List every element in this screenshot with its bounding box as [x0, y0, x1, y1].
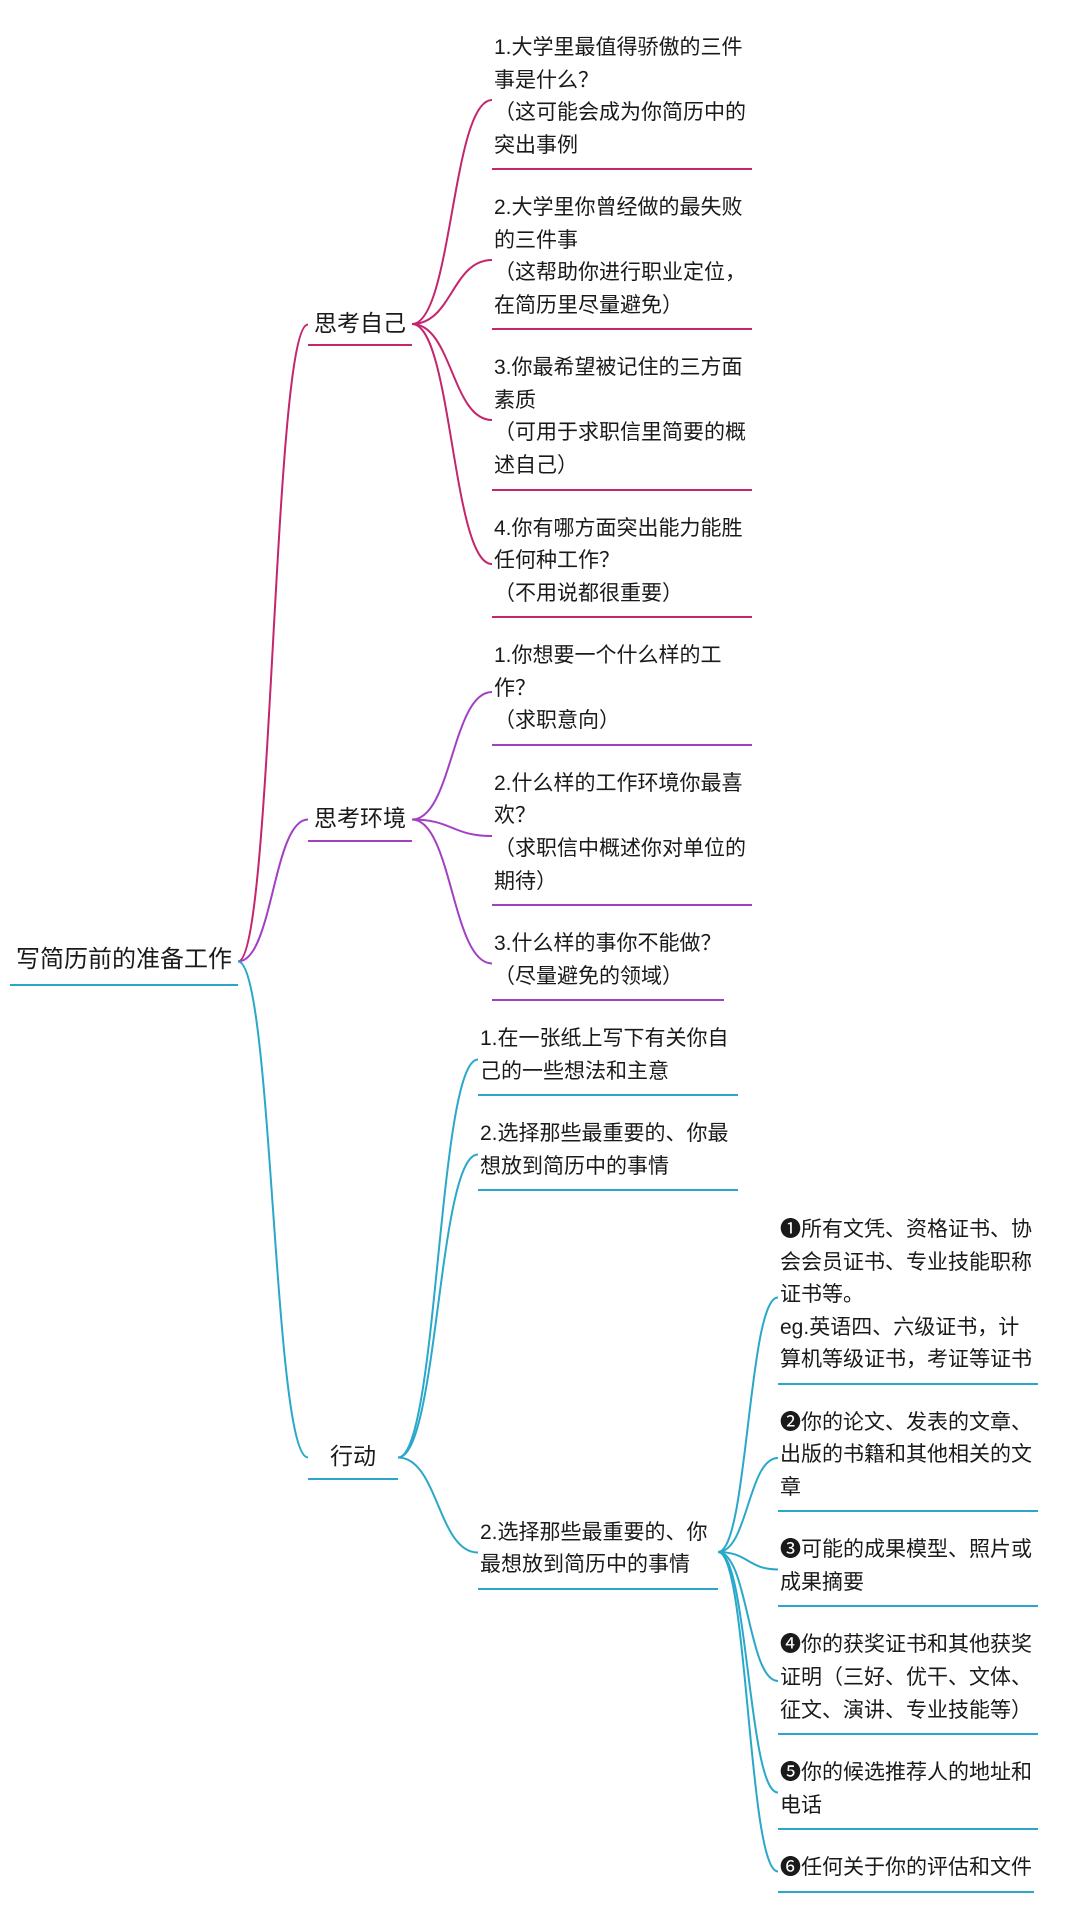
child-row: 1.在一张纸上写下有关你自己的一些想法和主意: [478, 1011, 1038, 1106]
leaf-node: 2.大学里你曾经做的最失败的三件事 （这帮助你进行职业定位，在简历里尽量避免）: [492, 190, 752, 330]
children-column: 1.在一张纸上写下有关你自己的一些想法和主意 2.选择那些最重要的、你最想放到简历…: [478, 1011, 1038, 1903]
leaf-node: 3.你最希望被记住的三方面素质 （可用于求职信里简要的概述自己）: [492, 350, 752, 490]
root-connector: [238, 20, 308, 1903]
child-row: 2.什么样的工作环境你最喜欢？ （求职信中概述你对单位的期待）: [492, 756, 752, 916]
child-row: 2.选择那些最重要的、你最想放到简历中的事情: [478, 1106, 1038, 1201]
branch-label: 行动: [308, 1435, 398, 1480]
leaf-node: 1.在一张纸上写下有关你自己的一些想法和主意: [478, 1021, 738, 1096]
child-row: ❸可能的成果模型、照片或成果摘要: [778, 1522, 1038, 1617]
root-label: 写简历前的准备工作: [10, 938, 238, 986]
child-row: ❺你的候选推荐人的地址和电话: [778, 1745, 1038, 1840]
leaf-node: ❷你的论文、发表的文章、出版的书籍和其他相关的文章: [778, 1405, 1038, 1513]
leaf-node: ❻任何关于你的评估和文件: [778, 1850, 1034, 1893]
child-row: ❻任何关于你的评估和文件: [778, 1840, 1038, 1903]
child-row: ❹你的获奖证书和其他获奖证明（三好、优干、文体、征文、演讲、专业技能等）: [778, 1617, 1038, 1745]
leaf-node: 2.什么样的工作环境你最喜欢？ （求职信中概述你对单位的期待）: [492, 766, 752, 906]
child-row: 3.什么样的事你不能做？ （尽量避免的领域）: [492, 916, 752, 1011]
branch-label: 思考自己: [308, 302, 412, 347]
leaf-node: 4.你有哪方面突出能力能胜任何种工作？ （不用说都很重要）: [492, 511, 752, 619]
branch-row: 思考环境 1.你想要一个什么样的工作？ （求职意向） 2.什么样的工作环境你最喜欢？…: [308, 628, 1038, 1011]
leaf-node: ❺你的候选推荐人的地址和电话: [778, 1755, 1038, 1830]
children-column: ❶所有文凭、资格证书、协会会员证书、专业技能职称证书等。 eg.英语四、六级证书…: [778, 1202, 1038, 1903]
leaf-node: ❹你的获奖证书和其他获奖证明（三好、优干、文体、征文、演讲、专业技能等）: [778, 1627, 1038, 1735]
child-row: 2.大学里你曾经做的最失败的三件事 （这帮助你进行职业定位，在简历里尽量避免）: [492, 180, 752, 340]
branches-column: 思考自己 1.大学里最值得骄傲的三件事是什么？ （这可能会成为你简历中的突出事例 2…: [308, 20, 1038, 1903]
children-column: 1.大学里最值得骄傲的三件事是什么？ （这可能会成为你简历中的突出事例 2.大学里…: [492, 20, 752, 628]
child-row: 1.你想要一个什么样的工作？ （求职意向）: [492, 628, 752, 756]
leaf-node: ❸可能的成果模型、照片或成果摘要: [778, 1532, 1038, 1607]
leaf-node: 2.选择那些最重要的、你最想放到简历中的事情: [478, 1515, 718, 1590]
children-column: 1.你想要一个什么样的工作？ （求职意向） 2.什么样的工作环境你最喜欢？ （求职…: [492, 628, 752, 1011]
leaf-node: 2.选择那些最重要的、你最想放到简历中的事情: [478, 1116, 738, 1191]
leaf-node: 3.什么样的事你不能做？ （尽量避免的领域）: [492, 926, 724, 1001]
leaf-node: ❶所有文凭、资格证书、协会会员证书、专业技能职称证书等。 eg.英语四、六级证书…: [778, 1212, 1038, 1385]
mindmap-root: 写简历前的准备工作 思考自己 1.大学里最值得骄傲的三件事是什么？ （这可能会成为你…: [10, 20, 1070, 1903]
child-row: 1.大学里最值得骄傲的三件事是什么？ （这可能会成为你简历中的突出事例: [492, 20, 752, 180]
child-row: 4.你有哪方面突出能力能胜任何种工作？ （不用说都很重要）: [492, 501, 752, 629]
leaf-node: 1.大学里最值得骄傲的三件事是什么？ （这可能会成为你简历中的突出事例: [492, 30, 752, 170]
branch-label: 思考环境: [308, 797, 412, 842]
child-row: ❷你的论文、发表的文章、出版的书籍和其他相关的文章: [778, 1395, 1038, 1523]
child-row: 3.你最希望被记住的三方面素质 （可用于求职信里简要的概述自己）: [492, 340, 752, 500]
child-row: 2.选择那些最重要的、你最想放到简历中的事情 ❶所有文凭、资格证书、协会会员证书、…: [478, 1201, 1038, 1903]
leaf-node: 1.你想要一个什么样的工作？ （求职意向）: [492, 638, 752, 746]
child-row: ❶所有文凭、资格证书、协会会员证书、专业技能职称证书等。 eg.英语四、六级证书…: [778, 1202, 1038, 1395]
branch-row: 思考自己 1.大学里最值得骄傲的三件事是什么？ （这可能会成为你简历中的突出事例 2…: [308, 20, 1038, 628]
branch-row: 行动 1.在一张纸上写下有关你自己的一些想法和主意 2.选择那些最重要的、你最想放到…: [308, 1011, 1038, 1903]
